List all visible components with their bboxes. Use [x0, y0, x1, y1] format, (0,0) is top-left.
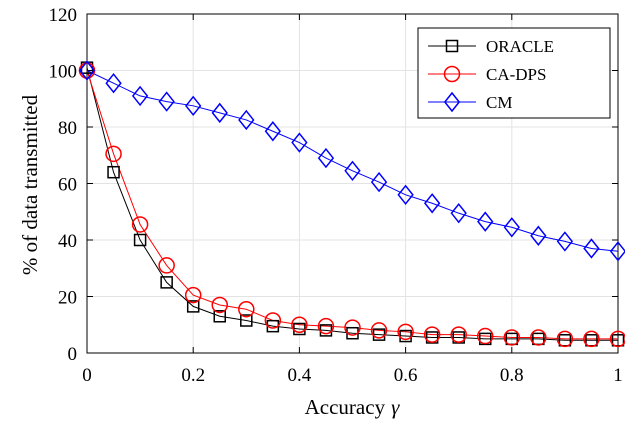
data-point-ca-dps — [105, 145, 122, 163]
x-tick-label: 0 — [82, 365, 92, 386]
data-point-ca-dps — [238, 300, 255, 318]
data-point-ca-dps — [317, 317, 335, 335]
data-point-cm — [264, 121, 282, 142]
data-point-cm — [238, 109, 255, 131]
data-point-oracle — [479, 332, 492, 346]
x-axis-label-text: Accuracy — [305, 395, 386, 419]
legend-label-oracle: ORACLE — [486, 37, 554, 56]
data-point-ca-dps — [503, 329, 521, 346]
y-tick-label: 40 — [58, 231, 77, 252]
data-point-ca-dps — [609, 330, 625, 348]
legend-box — [417, 27, 611, 119]
legend-label-ca-dps: CA-DPS — [486, 65, 546, 84]
data-point-cm — [556, 231, 574, 252]
data-point-cm — [78, 60, 96, 81]
legend-marker-oracle — [445, 39, 459, 53]
data-point-cm — [185, 95, 202, 117]
x-tick-label: 0.8 — [500, 365, 524, 386]
data-point-ca-dps — [477, 327, 494, 345]
x-tick-label: 1 — [613, 365, 623, 386]
series-line-cm — [86, 70, 619, 252]
series-line-oracle — [86, 67, 618, 341]
data-point-cm — [503, 217, 520, 238]
data-point-cm — [131, 85, 149, 107]
data-point-cm — [397, 184, 414, 206]
x-axis-label-symbol: γ — [391, 395, 400, 419]
grid-lines — [86, 13, 619, 354]
data-point-oracle — [240, 314, 253, 327]
y-tick-label: 100 — [49, 62, 78, 83]
data-point-oracle — [160, 276, 173, 289]
data-point-cm — [317, 147, 335, 169]
data-point-ca-dps — [264, 312, 282, 329]
data-point-cm — [477, 211, 494, 232]
data-point-cm — [158, 91, 175, 112]
data-point-ca-dps — [184, 286, 202, 304]
data-point-ca-dps — [211, 296, 228, 314]
data-point-oracle — [186, 300, 200, 313]
x-tick-label: 0.4 — [288, 365, 312, 386]
data-point-ca-dps — [450, 326, 467, 343]
data-point-cm — [530, 225, 547, 246]
data-point-cm — [291, 132, 308, 153]
y-tick-label: 0 — [68, 344, 78, 365]
data-point-ca-dps — [344, 319, 361, 336]
x-tick-label: 0.6 — [394, 365, 418, 386]
legend-label-cm: CM — [486, 93, 512, 112]
y-tick-label: 120 — [49, 5, 78, 26]
y-tick-label: 80 — [58, 118, 77, 139]
data-point-oracle — [425, 331, 439, 344]
y-tick-label: 20 — [58, 288, 77, 309]
data-point-ca-dps — [583, 330, 600, 348]
data-point-ca-dps — [158, 257, 175, 274]
data-point-oracle — [133, 233, 147, 247]
data-point-ca-dps — [423, 326, 441, 343]
data-markers — [78, 60, 625, 348]
axis-ticks: 0 0.2 0.4 0.6 0.8 1 0 20 40 60 80 100 120 — [49, 5, 623, 386]
data-point-cm — [450, 202, 467, 224]
data-point-cm — [609, 241, 625, 262]
legend-marker-ca-dps — [443, 65, 461, 83]
data-point-cm — [370, 171, 388, 193]
data-point-cm — [423, 193, 441, 214]
data-point-cm — [211, 102, 228, 124]
x-tick-label: 0.2 — [181, 365, 205, 386]
data-point-ca-dps — [556, 330, 574, 348]
data-point-cm — [583, 238, 600, 259]
data-point-ca-dps — [291, 316, 308, 333]
data-point-cm — [105, 73, 122, 94]
legend: ORACLE CA-DPS CM — [417, 27, 611, 119]
data-point-ca-dps — [397, 323, 414, 341]
y-tick-label: 60 — [58, 175, 77, 196]
y-axis-label: % of data transmitted — [18, 94, 42, 275]
data-point-ca-dps — [370, 322, 388, 339]
x-axis-label: Accuracy γ — [305, 395, 400, 419]
data-point-oracle — [213, 310, 226, 323]
legend-marker-cm — [443, 91, 461, 113]
data-point-ca-dps — [530, 329, 547, 346]
data-point-ca-dps — [131, 216, 149, 233]
data-point-oracle — [452, 331, 465, 344]
data-point-cm — [344, 160, 361, 181]
data-point-oracle — [107, 165, 120, 179]
